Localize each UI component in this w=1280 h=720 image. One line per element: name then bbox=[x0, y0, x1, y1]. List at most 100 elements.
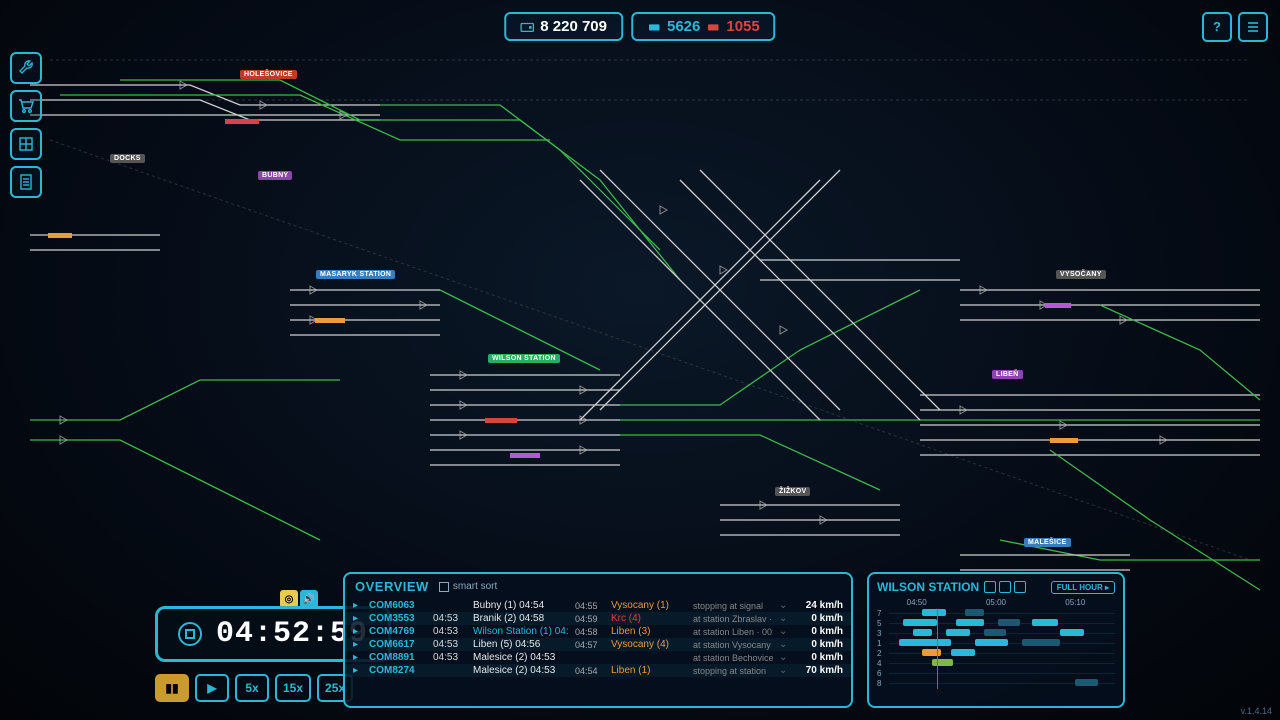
station-label[interactable]: Wilson Station bbox=[488, 354, 560, 363]
money-value: 8 220 709 bbox=[540, 18, 607, 35]
expand-icon: ▸ bbox=[353, 600, 363, 611]
station-label[interactable]: Libeň bbox=[992, 370, 1023, 379]
top-stats-bar: 8 220 709 5626 1055 bbox=[504, 12, 775, 41]
track-number: 6 bbox=[877, 669, 881, 678]
occupancy-block[interactable] bbox=[899, 639, 951, 646]
station-label[interactable]: Vysočany bbox=[1056, 270, 1106, 279]
train-row[interactable]: ▸COM476904:53Wilson Station (1) 04:5704:… bbox=[345, 625, 851, 638]
expand-icon: ▸ bbox=[353, 613, 363, 624]
chevron-down-icon: ⌄ bbox=[779, 652, 789, 663]
train-id: COM4769 bbox=[369, 626, 427, 637]
occupancy-block[interactable] bbox=[984, 629, 1005, 636]
expand-icon: ▸ bbox=[353, 626, 363, 637]
occupancy-block[interactable] bbox=[965, 609, 984, 616]
occupancy-block[interactable] bbox=[1032, 619, 1058, 626]
train-row[interactable]: ▸COM6063Bubny (1) 04:5404:55Vysocany (1)… bbox=[345, 599, 851, 612]
now-line bbox=[937, 609, 938, 689]
train-speed: 24 km/h bbox=[795, 600, 843, 611]
occupancy-block[interactable] bbox=[975, 639, 1008, 646]
occupancy-block[interactable] bbox=[946, 629, 970, 636]
play-button[interactable]: ▶ bbox=[195, 674, 229, 702]
train-loc2: Liben (3) bbox=[611, 626, 687, 637]
wrench-button[interactable] bbox=[10, 52, 42, 84]
train-speed: 70 km/h bbox=[795, 665, 843, 676]
station-label[interactable]: Malešice bbox=[1024, 538, 1071, 547]
pause-button[interactable]: ▮▮ bbox=[155, 674, 189, 702]
train-speed: 0 km/h bbox=[795, 626, 843, 637]
track-number: 1 bbox=[877, 639, 881, 648]
occupancy-block[interactable] bbox=[1075, 679, 1099, 686]
svg-text:?: ? bbox=[1213, 19, 1221, 34]
help-button[interactable]: ? bbox=[1202, 12, 1232, 42]
train-time2: 04:58 bbox=[575, 627, 605, 637]
train-status: stopping at signal bbox=[693, 601, 773, 611]
train-id: COM8891 bbox=[369, 652, 427, 663]
track-number: 5 bbox=[877, 619, 881, 628]
expand-icon: ▸ bbox=[353, 665, 363, 676]
train-time1: 04:53 bbox=[433, 613, 467, 624]
overview-sort[interactable]: smart sort bbox=[439, 581, 497, 592]
occupancy-block[interactable] bbox=[922, 609, 946, 616]
train-row[interactable]: ▸COM661704:53Liben (5) 04:5604:57Vysocan… bbox=[345, 638, 851, 651]
occupancy-block[interactable] bbox=[1022, 639, 1060, 646]
counts-box[interactable]: 5626 1055 bbox=[631, 12, 776, 41]
speed-15x-button[interactable]: 15x bbox=[275, 674, 311, 702]
menu-list-button[interactable] bbox=[1238, 12, 1268, 42]
track-number: 4 bbox=[877, 659, 881, 668]
train-id: COM6063 bbox=[369, 600, 427, 611]
train-status: at station Zbraslav · 00:00 bbox=[693, 614, 773, 624]
chevron-down-icon: ⌄ bbox=[779, 613, 789, 624]
top-right-menu: ? bbox=[1202, 12, 1268, 42]
train-row[interactable]: ▸COM889104:53Malesice (2) 04:53at statio… bbox=[345, 651, 851, 664]
speed-5x-button[interactable]: 5x bbox=[235, 674, 269, 702]
train-time2: 04:54 bbox=[575, 666, 605, 676]
train-status: at station Bechovice · 00:00 bbox=[693, 653, 773, 663]
red-count: 1055 bbox=[726, 18, 759, 35]
station-icon-2[interactable] bbox=[999, 581, 1011, 593]
timeline-time-label: 05:10 bbox=[1065, 598, 1085, 607]
station-label[interactable]: Docks bbox=[110, 154, 145, 163]
station-label[interactable]: Žižkov bbox=[775, 487, 810, 496]
clock-reset-icon[interactable] bbox=[178, 622, 202, 646]
occupancy-block[interactable] bbox=[956, 619, 985, 626]
expand-icon: ▸ bbox=[353, 639, 363, 650]
overview-panel: Overview smart sort ▸COM6063Bubny (1) 04… bbox=[343, 572, 853, 708]
station-icon-1[interactable] bbox=[984, 581, 996, 593]
train-loc2: Liben (1) bbox=[611, 665, 687, 676]
train-id: COM3553 bbox=[369, 613, 427, 624]
occupancy-block[interactable] bbox=[903, 619, 936, 626]
station-label[interactable]: Bubny bbox=[258, 171, 292, 180]
docs-button[interactable] bbox=[10, 166, 42, 198]
shop-button[interactable] bbox=[10, 90, 42, 122]
station-label[interactable]: Masaryk Station bbox=[316, 270, 395, 279]
track-number: 8 bbox=[877, 679, 881, 688]
station-label[interactable]: Holešovice bbox=[240, 70, 297, 79]
train-speed: 0 km/h bbox=[795, 613, 843, 624]
track-number: 3 bbox=[877, 629, 881, 638]
layout-button[interactable] bbox=[10, 128, 42, 160]
money-box[interactable]: 8 220 709 bbox=[504, 12, 623, 41]
green-count: 5626 bbox=[667, 18, 700, 35]
train-speed: 0 km/h bbox=[795, 639, 843, 650]
occupancy-block[interactable] bbox=[913, 629, 932, 636]
train-time2: 04:57 bbox=[575, 640, 605, 650]
expand-icon: ▸ bbox=[353, 652, 363, 663]
train-loc2: Krc (4) bbox=[611, 613, 687, 624]
train-time1: 04:53 bbox=[433, 639, 467, 650]
train-status: at station Liben · 00:00 bbox=[693, 627, 773, 637]
train-loc1: Liben (5) 04:56 bbox=[473, 639, 569, 650]
chevron-down-icon: ⌄ bbox=[779, 626, 789, 637]
train-row[interactable]: ▸COM355304:53Branik (2) 04:5804:59Krc (4… bbox=[345, 612, 851, 625]
train-loc1: Malesice (2) 04:53 bbox=[473, 665, 569, 676]
station-icon-3[interactable] bbox=[1014, 581, 1026, 593]
occupancy-block[interactable] bbox=[998, 619, 1019, 626]
occupancy-block[interactable] bbox=[922, 649, 941, 656]
station-timeline-panel: Wilson Station FULL HOUR ▸ 04:5005:0005:… bbox=[867, 572, 1125, 708]
train-loc2: Vysocany (4) bbox=[611, 639, 687, 650]
full-hour-button[interactable]: FULL HOUR ▸ bbox=[1051, 581, 1115, 594]
occupancy-block[interactable] bbox=[951, 649, 975, 656]
train-row[interactable]: ▸COM8274Malesice (2) 04:5304:54Liben (1)… bbox=[345, 664, 851, 677]
occupancy-block[interactable] bbox=[1060, 629, 1084, 636]
occupancy-block[interactable] bbox=[932, 659, 953, 666]
chevron-down-icon: ⌄ bbox=[779, 665, 789, 676]
